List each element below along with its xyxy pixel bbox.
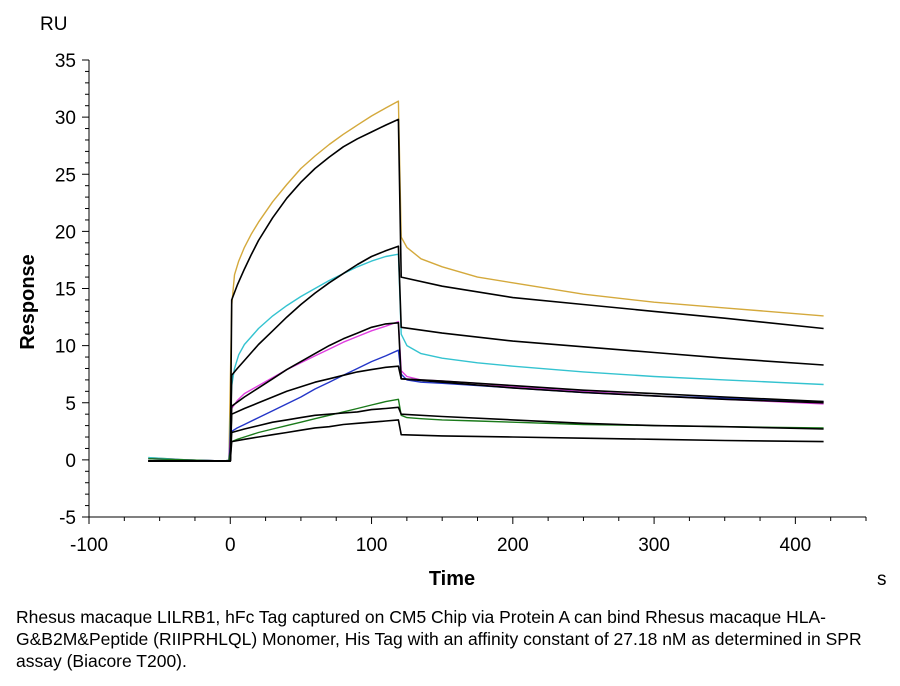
measured-curve-0: [148, 100, 824, 462]
x-axis: -100 0 100 200 300 400: [70, 516, 867, 556]
y-tick-label: 0: [65, 451, 76, 472]
y-tick-label: 5: [65, 394, 76, 415]
fit-curve-10: [148, 419, 824, 462]
y-tick-label: 15: [55, 280, 76, 301]
x-tick-label: 0: [225, 535, 236, 556]
x-tick-label: 400: [780, 535, 812, 556]
y-axis-title: Response: [17, 254, 39, 350]
fit-curve-9: [148, 406, 824, 462]
y-tick-label: 20: [55, 222, 76, 243]
fit-curve-8: [148, 365, 824, 462]
x-tick-label: -100: [70, 535, 108, 556]
y-tick-label: 30: [55, 108, 76, 129]
series-layer: [148, 100, 824, 462]
y-tick-label: 25: [55, 165, 76, 186]
y-axis: -5 0 5 10 15 20 25 30 35: [55, 51, 90, 529]
fit-curve-5: [148, 118, 824, 462]
x-axis-title: Time: [429, 568, 475, 590]
figure-caption: Rhesus macaque LILRB1, hFc Tag captured …: [16, 607, 862, 671]
fit-curve-6: [148, 245, 824, 462]
x-tick-label: 100: [356, 535, 388, 556]
measured-curve-4: [148, 398, 824, 462]
y-tick-label: 10: [55, 337, 76, 358]
x-tick-label: 200: [497, 535, 529, 556]
y-unit-label: RU: [40, 14, 67, 35]
y-tick-label: 35: [55, 51, 76, 72]
x-unit-label: s: [877, 569, 887, 590]
y-tick-label: -5: [59, 508, 76, 529]
x-tick-label: 300: [638, 535, 670, 556]
